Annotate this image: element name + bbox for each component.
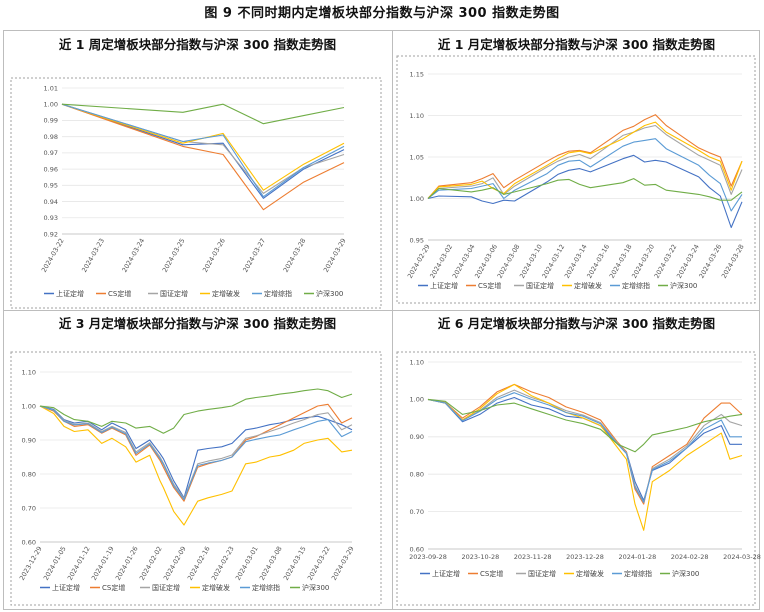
series-line: [39, 388, 353, 434]
x-tick-label: 2023-09-28: [409, 553, 447, 561]
series-line: [427, 114, 743, 199]
series-line: [427, 389, 743, 503]
panel-title-3m: 近 3 月定增板块部分指数与沪深 300 指数走势图: [58, 316, 337, 331]
panel-divider-horizontal: [3, 310, 760, 311]
series-line: [427, 398, 743, 453]
legend-label: CS定增: [108, 289, 131, 298]
x-tick-label: 2024-01-28: [618, 553, 656, 561]
legend-label: 定增综指: [624, 569, 652, 578]
panel-title-1w: 近 1 周定增板块部分指数与沪深 300 指数走势图: [58, 37, 337, 52]
chart-border: [10, 77, 382, 309]
y-tick-label: 0.94: [44, 198, 58, 206]
y-tick-label: 0.80: [410, 471, 424, 479]
y-tick-label: 0.98: [44, 133, 58, 141]
legend-label: 上证定增: [52, 583, 80, 592]
legend-label: 沪深300: [670, 281, 697, 290]
y-tick-label: 1.10: [410, 358, 424, 366]
series-line: [39, 403, 353, 502]
legend-label: 定增综指: [622, 281, 650, 290]
panel-title-6m: 近 6 月定增板块部分指数与沪深 300 指数走势图: [437, 316, 716, 331]
x-tick-label: 2024-02-28: [671, 553, 709, 561]
series-line: [427, 396, 742, 501]
figure-title: 图 9 不同时期内定增板块部分指数与沪深 300 指数走势图: [204, 6, 560, 21]
y-tick-label: 0.70: [410, 508, 424, 516]
x-tick-label: 2024-03-28: [723, 553, 761, 561]
series-line: [61, 103, 345, 198]
x-tick-label: 2023-11-28: [514, 553, 552, 561]
y-tick-label: 0.90: [22, 436, 36, 444]
legend-label: 定增破发: [576, 569, 604, 578]
legend-label: 国证定增: [526, 281, 554, 290]
legend-label: 国证定增: [528, 569, 556, 578]
legend-label: CS定增: [480, 569, 503, 578]
x-tick-label: 2023-12-28: [566, 553, 604, 561]
y-tick-label: 1.00: [410, 195, 424, 203]
series-line: [427, 178, 743, 201]
legend-label: 定增综指: [252, 583, 280, 592]
y-tick-label: 0.92: [44, 230, 58, 238]
series-line: [427, 383, 743, 505]
series-line: [61, 103, 345, 211]
legend-label: 上证定增: [56, 289, 84, 298]
legend-label: 沪深300: [302, 583, 329, 592]
legend-label: 沪深300: [672, 569, 699, 578]
y-tick-label: 1.10: [410, 112, 424, 120]
series-line: [427, 383, 743, 531]
legend-label: 定增破发: [212, 289, 240, 298]
y-tick-label: 0.93: [44, 214, 58, 222]
legend-label: 上证定增: [432, 569, 460, 578]
legend-label: 沪深300: [316, 289, 343, 298]
y-tick-label: 0.70: [22, 504, 36, 512]
y-tick-label: 0.90: [410, 433, 424, 441]
y-tick-label: 1.05: [410, 153, 424, 161]
y-tick-label: 1.10: [22, 368, 36, 376]
figure-frame: [3, 30, 760, 610]
legend-label: 国证定增: [160, 289, 188, 298]
chart-border: [396, 55, 756, 304]
y-tick-label: 1.00: [44, 101, 58, 109]
y-tick-label: 1.00: [22, 402, 36, 410]
y-tick-label: 0.80: [22, 470, 36, 478]
chart-border: [396, 351, 756, 606]
series-line: [427, 154, 743, 229]
legend-label: 上证定增: [430, 281, 458, 290]
y-tick-label: 1.01: [44, 84, 58, 92]
x-tick-label: 2023-10-28: [461, 553, 499, 561]
y-tick-label: 0.96: [44, 165, 58, 173]
legend-label: CS定增: [102, 583, 125, 592]
y-tick-label: 0.97: [44, 149, 58, 157]
y-tick-label: 0.95: [44, 182, 58, 190]
legend-label: CS定增: [478, 281, 501, 290]
series-line: [61, 103, 345, 125]
legend-label: 国证定增: [152, 583, 180, 592]
series-line: [427, 392, 742, 503]
y-tick-label: 0.95: [410, 236, 424, 244]
series-line: [39, 405, 353, 499]
legend-label: 定增破发: [574, 281, 602, 290]
series-line: [39, 405, 353, 501]
panel-divider-vertical: [392, 30, 393, 610]
y-tick-label: 1.15: [410, 70, 424, 78]
series-line: [427, 124, 743, 199]
series-line: [61, 103, 345, 191]
y-tick-label: 1.00: [410, 396, 424, 404]
legend-label: 定增破发: [202, 583, 230, 592]
series-line: [39, 405, 353, 526]
chart-border: [10, 351, 382, 606]
series-line: [427, 138, 743, 212]
y-tick-label: 0.60: [410, 545, 424, 553]
y-tick-label: 0.60: [22, 538, 36, 546]
panel-title-1m: 近 1 月定增板块部分指数与沪深 300 指数走势图: [437, 37, 716, 52]
legend-label: 定增综指: [264, 289, 292, 298]
y-tick-label: 0.99: [44, 117, 58, 125]
